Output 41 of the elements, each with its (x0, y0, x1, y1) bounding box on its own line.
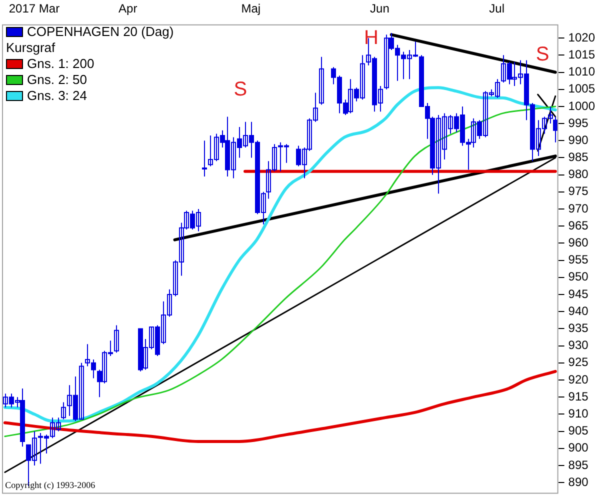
annotation: H (364, 26, 378, 49)
legend-title: Kursgraf (6, 40, 56, 56)
y-tick-label: 985 (568, 150, 589, 164)
y-tick-label: 925 (568, 355, 589, 370)
y-tick-label: 1000 (568, 98, 596, 113)
y-tick-label: 980 (568, 167, 589, 182)
y-tick-label: 965 (568, 218, 589, 232)
y-tick-label: 920 (568, 372, 589, 386)
legend-label: Gns. 3: 24 (27, 88, 87, 104)
y-tick-label: 900 (568, 440, 589, 455)
y-tick-label: 895 (568, 458, 589, 472)
legend-label: COPENHAGEN 20 (Dag) (27, 24, 174, 40)
y-tick-label: 1005 (568, 82, 596, 96)
y-tick-label: 1010 (568, 64, 596, 79)
y-tick-label: 970 (568, 201, 589, 216)
annotation: S (536, 43, 550, 66)
x-tick-label: Jun (370, 2, 390, 16)
y-tick-label: 990 (568, 132, 589, 147)
y-tick-label: 910 (568, 406, 589, 420)
x-tick-label: Apr (118, 2, 138, 16)
legend-label: Gns. 2: 50 (27, 72, 87, 88)
y-tick-label: 995 (568, 116, 589, 130)
y-tick-label: 955 (568, 252, 589, 267)
y-tick-label: 935 (568, 321, 589, 335)
y-tick-label: 940 (568, 304, 589, 318)
y-tick-label: 1015 (568, 47, 596, 62)
y-tick-label: 930 (568, 338, 589, 352)
x-tick-label: Maj (241, 2, 261, 16)
y-tick-label: 975 (568, 184, 589, 198)
y-tick-label: 950 (568, 270, 589, 284)
y-tick-label: 945 (568, 286, 589, 301)
x-tick-label: Jul (489, 2, 504, 16)
annotation: Copyright (c) 1993-2006 (5, 480, 96, 490)
x-tick-label: 2017 Mar (8, 2, 60, 16)
annotation: S (234, 78, 248, 100)
y-tick-label: 915 (568, 389, 589, 404)
y-tick-label: 890 (568, 474, 589, 489)
y-tick-label: 905 (568, 424, 589, 438)
y-tick-label: 960 (568, 236, 589, 250)
legend-label: Gns. 1: 200 (27, 56, 94, 72)
y-tick-label: 1020 (568, 30, 596, 44)
